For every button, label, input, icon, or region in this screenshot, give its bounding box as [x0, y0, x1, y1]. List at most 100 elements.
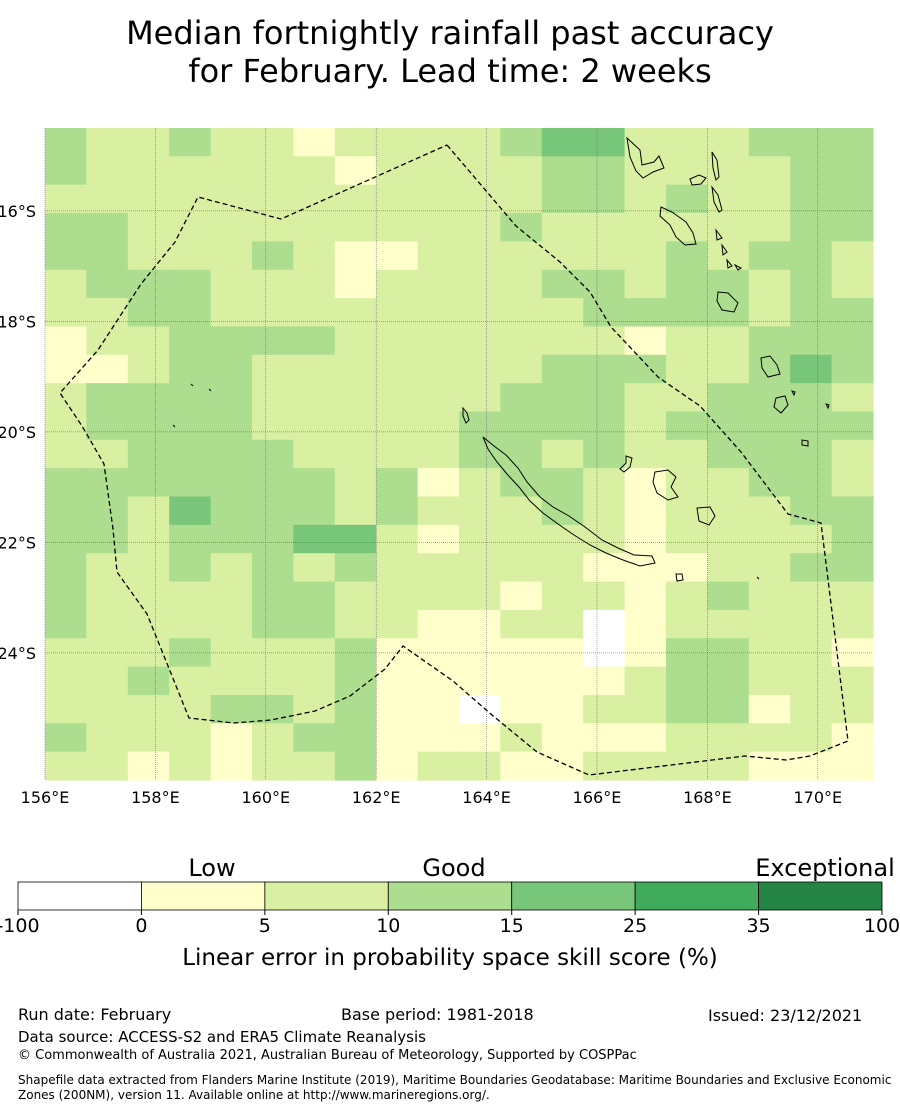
eez-boundary-line [59, 144, 849, 776]
coastlines [172, 136, 830, 582]
grid-cell [334, 128, 377, 157]
data-source: Data source: ACCESS-S2 and ERA5 Climate … [18, 1028, 426, 1046]
grid-cell [210, 184, 253, 214]
lifou-coast [652, 469, 679, 501]
grid-cell [293, 609, 336, 639]
grid-cell [86, 468, 129, 498]
y-tick-label: 16°S [0, 202, 36, 221]
grid-cell [252, 666, 294, 696]
ouvea-coast [619, 455, 633, 473]
grid-cell [541, 694, 584, 724]
grid-cell [334, 723, 377, 753]
grid-cell [666, 326, 708, 356]
grid-cell [624, 723, 667, 753]
grid-cell [500, 326, 543, 356]
grid-cell [459, 666, 501, 696]
grid-cell [376, 354, 419, 384]
efate-coast [716, 291, 739, 313]
grid-cell [831, 524, 874, 554]
grid-cell [624, 581, 667, 611]
grid-cell [169, 241, 212, 271]
grid-cell [86, 553, 129, 583]
grid-cell [86, 326, 129, 356]
grid-cell [252, 411, 294, 441]
colorbar-segment [511, 881, 636, 911]
grid-cell [334, 751, 377, 781]
ambrym-coast [689, 174, 707, 186]
grid-cell [334, 439, 377, 469]
grid-cell [831, 128, 874, 157]
grid-cell [45, 383, 87, 413]
grid-cell [169, 723, 212, 753]
grid-cell [707, 326, 750, 356]
grid-cell [707, 524, 750, 554]
grid-cell [624, 694, 667, 724]
grid-cell [86, 411, 129, 441]
grid-cell [293, 524, 336, 554]
grid-cell [252, 609, 294, 639]
grid-cell [583, 524, 626, 554]
grid-cell [748, 298, 791, 328]
grid-cell [86, 609, 129, 639]
grid-cell [169, 354, 212, 384]
colorbar-segment [264, 881, 389, 911]
grid-cell [417, 581, 460, 611]
grid-cell [624, 128, 667, 157]
grid-cell [86, 496, 129, 526]
grid-cell [707, 496, 750, 526]
grid-cell [583, 156, 626, 186]
grid-cell [45, 553, 87, 583]
grid-cell [666, 694, 708, 724]
grid-cell [293, 694, 336, 724]
grid-cell [831, 553, 874, 583]
grid-cell [127, 496, 170, 526]
axis-ticks: 156°E 158°E 160°E 162°E 164°E 166°E 168°E 170°E… [0, 202, 842, 807]
grid-cell [748, 666, 791, 696]
grid-cell [541, 439, 584, 469]
grid-cell [417, 638, 460, 668]
grid-cell [831, 411, 874, 441]
grid-cell [210, 241, 253, 271]
grid-cell [86, 751, 129, 781]
grid-cell [790, 694, 833, 724]
grid-cell [127, 694, 170, 724]
grid-cell [624, 269, 667, 299]
grid-cell [624, 553, 667, 583]
grid-cell [624, 496, 667, 526]
grid-cell [459, 241, 501, 271]
grid-cell [334, 213, 377, 242]
grid-cell [541, 638, 584, 668]
grid-cell [334, 184, 377, 214]
chart-title: Median fortnightly rainfall past accurac… [0, 14, 900, 90]
grid-cell [500, 411, 543, 441]
grid-cell [459, 524, 501, 554]
grid-cell [583, 468, 626, 498]
grid-cell [666, 156, 708, 186]
grid-cell [334, 298, 377, 328]
grid-cell [252, 184, 294, 214]
grid-cell [459, 553, 501, 583]
grid-cell [334, 241, 377, 271]
grid-cell [831, 298, 874, 328]
grid-cell [831, 439, 874, 469]
colorbar-tick-label: 15 [500, 915, 524, 937]
grid-cell [541, 553, 584, 583]
colorbar-tick-label: -100 [0, 915, 40, 937]
grid-cell [707, 156, 750, 186]
grid-cell [583, 326, 626, 356]
grid-cell [210, 213, 253, 242]
grid-cell [127, 156, 170, 186]
grid-cell [127, 241, 170, 271]
colorbar-tick-label: 5 [259, 915, 271, 937]
grid-cell [541, 326, 584, 356]
grid-cell [210, 553, 253, 583]
grid-cell [583, 694, 626, 724]
grid-cell [707, 269, 750, 299]
colorbar-tick-label: 25 [623, 915, 647, 937]
grid-cell [790, 156, 833, 186]
grid-cell [707, 213, 750, 242]
grid-cell [500, 128, 543, 157]
grid-cell [541, 298, 584, 328]
grid-cell [417, 241, 460, 271]
grid-cell [790, 553, 833, 583]
